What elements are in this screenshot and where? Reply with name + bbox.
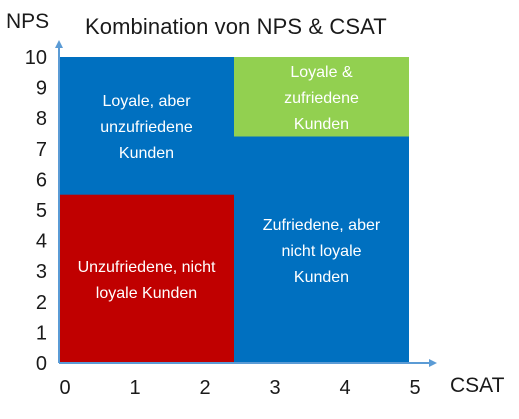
x-tick-label: 4 — [339, 377, 350, 399]
y-axis-title: NPS — [6, 10, 50, 33]
y-tick-label: 0 — [36, 353, 47, 375]
region-unsatisfied-not-loyal — [59, 194, 234, 363]
region-loyal-satisfied — [234, 57, 409, 137]
x-tick-label: 3 — [269, 377, 280, 399]
x-tick-label: 2 — [199, 377, 210, 399]
y-tick-label: 7 — [36, 139, 47, 161]
region-label-loyal-satisfied: zufriedene — [284, 90, 359, 107]
region-label-satisfied-not-loyal: nicht loyale — [281, 243, 361, 260]
region-label-loyal-unsatisfied: Kunden — [119, 145, 174, 162]
region-satisfied-not-loyal — [234, 136, 409, 363]
region-label-loyal-satisfied: Kunden — [294, 116, 349, 133]
x-tick-label: 0 — [59, 377, 70, 399]
region-loyal-unsatisfied — [59, 57, 234, 195]
region-label-satisfied-not-loyal: Zufriedene, aber — [263, 217, 381, 234]
y-tick-label: 6 — [36, 169, 47, 191]
region-label-unsatisfied-not-loyal: loyale Kunden — [96, 285, 197, 302]
y-tick-label: 5 — [36, 200, 47, 222]
y-tick-label: 1 — [36, 322, 47, 344]
region-label-loyal-satisfied: Loyale & — [290, 64, 353, 81]
region-label-satisfied-not-loyal: Kunden — [294, 269, 349, 286]
x-tick-label: 1 — [129, 377, 140, 399]
y-tick-label: 4 — [36, 231, 47, 253]
chart-title: Kombination von NPS & CSAT — [85, 14, 387, 39]
y-tick-label: 8 — [36, 108, 47, 130]
y-tick-label: 10 — [25, 47, 47, 69]
y-tick-label: 9 — [36, 78, 47, 100]
region-label-unsatisfied-not-loyal: Unzufriedene, nicht — [78, 259, 216, 276]
y-tick-label: 2 — [36, 292, 47, 314]
y-tick-label: 3 — [36, 261, 47, 283]
region-label-loyal-unsatisfied: Loyale, aber — [102, 93, 191, 110]
region-label-loyal-unsatisfied: unzufriedene — [100, 119, 193, 136]
x-tick-label: 5 — [409, 377, 420, 399]
x-axis-title: CSAT — [450, 374, 505, 397]
